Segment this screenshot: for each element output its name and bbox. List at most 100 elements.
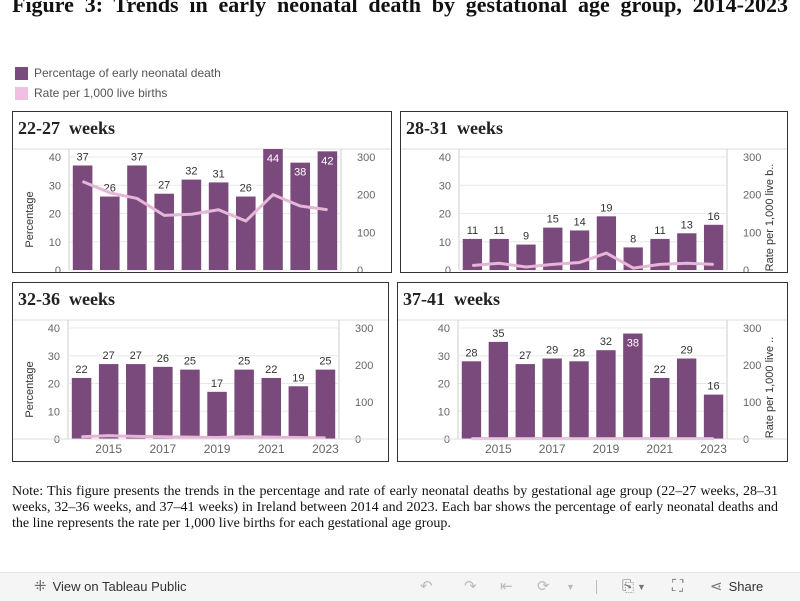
revert-icon[interactable]: ⇤ [500,578,513,595]
y2-tick-label-32-36-200: 200 [355,360,373,372]
bar-32-36-2020 [234,369,254,439]
chart-panel-22-27: 0 10 20 30 40 0 100 200 300 Percentage 37 26 37 27 32 3… [12,111,392,273]
bar-22-27-2020 [236,196,256,270]
bar-37-41-2019 [596,350,616,439]
bar-label-22-27-2022: 38 [294,167,306,179]
figure-note: Note: This figure presents the trends in… [12,484,778,531]
bar-label-28-31-2019: 19 [600,202,612,214]
rate-point-22-27-2018 [190,213,192,215]
y2-tick-label-22-27-300: 300 [357,152,375,164]
y2-tick-label-32-36-0: 0 [355,434,361,446]
x-tick-label-32-36-2017: 2017 [149,442,176,456]
bar-label-37-41-2021: 22 [654,364,666,376]
bar-28-31-2023 [703,224,724,270]
bar-label-28-31-2021: 11 [654,225,665,237]
y-tick-label-32-36-0: 0 [54,434,60,446]
rate-point-32-36-2020 [243,436,245,438]
rate-point-32-36-2019 [216,437,218,439]
rate-point-22-27-2022 [299,205,301,207]
bar-32-36-2018 [180,369,200,439]
rate-point-28-31-2019 [605,252,607,254]
y-tick-label-37-41-10: 10 [438,406,450,418]
legend-swatch-bar [15,66,28,80]
y-axis-title-22-27: Percentage [24,191,36,247]
y2-tick-label-32-36-100: 100 [355,397,373,409]
y-tick-label-22-27-20: 20 [49,209,61,221]
bar-label-32-36-2019: 17 [211,378,223,390]
bar-label-37-41-2018: 28 [573,347,585,359]
rate-point-28-31-2016 [525,266,527,268]
y2-tick-label-37-41-0: 0 [743,434,749,446]
rate-line-32-36 [81,434,326,440]
download-icon[interactable]: ⎘ ▼ [622,578,646,595]
bar-22-27-2022 [290,162,310,270]
legend-item-rate: Rate per 1,000 live births [15,86,167,100]
bar-label-32-36-2022: 19 [292,372,304,384]
bar-22-27-2019 [208,182,229,270]
rate-point-32-36-2021 [270,436,272,438]
bar-label-28-31-2018: 14 [573,216,585,228]
bar-37-41-2018 [569,361,589,439]
y2-tick-label-37-41-300: 300 [743,323,761,335]
bar-label-22-27-2020: 26 [240,183,252,195]
legend-swatch-line [15,86,28,100]
bar-32-36-2014 [71,377,92,439]
share-button[interactable]: ⋖ Share [710,573,763,601]
bar-label-28-31-2014: 11 [467,225,478,237]
y2-tick-label-22-27-200: 200 [357,190,375,202]
chart-title-37-41: 37-41 weeks [403,289,500,309]
bar-32-36-2017 [153,366,173,439]
bar-label-32-36-2021: 22 [265,364,277,376]
bar-22-27-2016 [127,165,147,270]
y-tick-label-32-36-30: 30 [48,351,60,363]
view-on-tableau-link[interactable]: ⁜ View on Tableau Public [34,573,187,601]
undo-icon[interactable]: ↶ [420,578,433,595]
chart-panel-32-36: 0 10 20 30 40 0 100 200 300 Percentage 22 27 27 26 25 1… [12,282,389,462]
chart-title-32-36: 32-36 weeks [18,289,115,309]
bar-label-22-27-2023: 42 [321,155,333,167]
rate-point-22-27-2020 [245,220,247,222]
x-tick-label-37-41-2017: 2017 [539,442,566,456]
bar-37-41-2023 [703,394,724,439]
bar-label-28-31-2020: 8 [630,233,636,245]
y2-tick-label-28-31-300: 300 [743,152,761,164]
chart-title-28-31: 28-31 weeks [406,118,503,138]
bar-28-31-2014 [462,238,483,270]
bar-28-31-2019 [596,216,617,270]
rate-point-32-36-2016 [135,435,137,437]
bar-label-32-36-2017: 26 [157,353,169,365]
title-region: Figure 3: Trends in early neonatal death… [0,0,800,36]
bar-label-32-36-2023: 25 [319,356,331,368]
chart-panel-37-41: 0 10 20 30 40 0 100 200 300 Rate per 1,000 live .… [397,282,788,462]
bar-37-41-2022 [676,358,697,439]
bar-37-41-2017 [542,358,562,439]
bar-22-27-2021 [263,149,283,270]
bar-22-27-2014 [72,165,93,270]
legend-label-percentage: Percentage of early neonatal death [34,66,221,80]
x-tick-label-32-36-2019: 2019 [204,442,231,456]
fullscreen-icon[interactable]: ⛶ [672,578,684,595]
share-icon: ⋖ [710,578,723,595]
bar-label-22-27-2016: 37 [131,151,143,163]
y-tick-label-37-41-40: 40 [438,323,450,335]
y2-axis-title-37-41: Rate per 1,000 live .. [764,337,776,439]
bar-label-37-41-2019: 32 [600,336,612,348]
rate-point-32-36-2023 [324,437,326,439]
refresh-icon[interactable]: ⟳ [537,578,550,595]
y-tick-label-37-41-30: 30 [438,351,450,363]
pause-icon[interactable]: ▼ [566,582,575,592]
bar-label-28-31-2023: 16 [707,211,719,223]
bar-32-36-2015 [98,364,119,439]
bar-32-36-2019 [207,391,227,439]
bar-label-22-27-2014: 37 [76,151,88,163]
y2-tick-label-32-36-300: 300 [355,323,373,335]
bar-label-32-36-2016: 27 [130,350,142,362]
rate-line-28-31 [472,251,714,270]
y-tick-label-22-27-30: 30 [49,180,61,192]
redo-icon[interactable]: ↷ [464,578,477,595]
x-tick-label-37-41-2023: 2023 [700,442,727,456]
y2-tick-label-37-41-200: 200 [743,360,761,372]
bar-label-37-41-2015: 35 [492,328,504,340]
bar-label-28-31-2015: 11 [493,225,504,237]
